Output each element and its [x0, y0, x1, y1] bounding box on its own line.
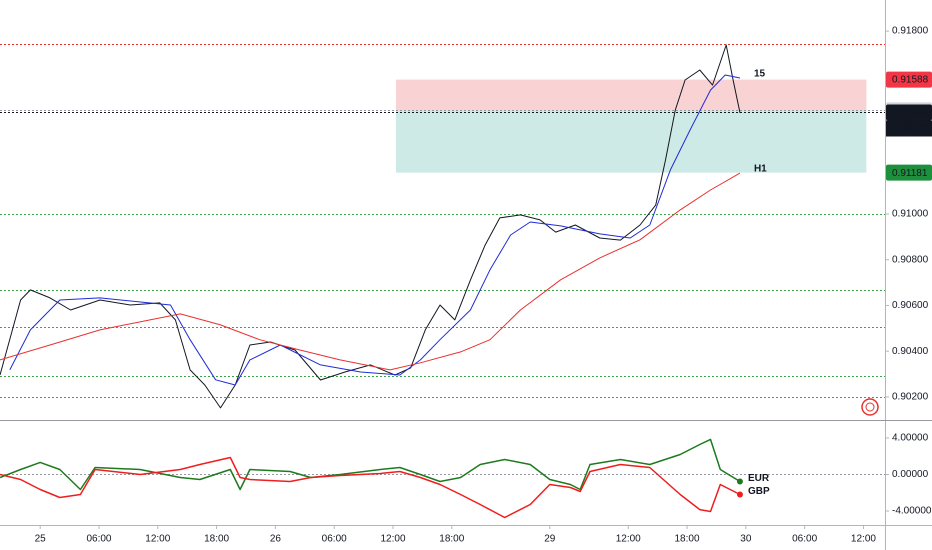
series-line: [0, 172, 741, 371]
series-line: [9, 74, 741, 386]
x-tick-label: 12:00: [616, 534, 641, 545]
series-line: [0, 44, 741, 409]
y-tick-label: 0.91000: [892, 209, 929, 220]
x-tick-label: 26: [270, 534, 282, 545]
countdown-box: [886, 120, 932, 137]
zone: [395, 79, 867, 111]
price-tag-label: 0.91588: [892, 75, 929, 86]
y-tick-label: 0.90600: [892, 300, 929, 311]
y-tick-label: 0.90400: [892, 346, 929, 357]
logo: [861, 398, 879, 416]
x-tick-label: 06:00: [86, 534, 111, 545]
x-tick-label: 06:00: [792, 534, 817, 545]
y-tick-label: -4.00000: [892, 506, 932, 517]
series-end-dot: [736, 478, 743, 485]
x-tick-label: 06:00: [322, 534, 347, 545]
price-tag-label: 0.91181: [892, 168, 928, 179]
y-tick-label: 4.00000: [892, 433, 929, 444]
series-label: EUR: [748, 473, 770, 484]
series-line: [0, 456, 741, 519]
x-tick-label: 30: [740, 534, 752, 545]
series-line: [0, 438, 741, 491]
x-tick-label: 12:00: [380, 534, 405, 545]
x-tick-label: 12:00: [851, 534, 876, 545]
zone: [395, 110, 867, 173]
y-tick-label: 0.91800: [892, 26, 929, 37]
price-tag: [886, 164, 932, 181]
y-tick-label: 0.00000: [892, 469, 929, 480]
series-label: 15: [754, 69, 766, 80]
countdown: 05:21: [904, 124, 929, 135]
series-label: GBP: [748, 486, 770, 497]
price-tag: [886, 104, 932, 121]
series-end-dot: [736, 491, 743, 498]
x-tick-label: 29: [544, 534, 556, 545]
x-tick-label: 12:00: [145, 534, 170, 545]
y-tick-label: 0.90800: [892, 254, 929, 265]
x-tick-label: 18:00: [675, 534, 700, 545]
x-tick-label: 18:00: [439, 534, 464, 545]
x-tick-label: 25: [35, 534, 47, 545]
y-tick-label: 0.90200: [892, 392, 929, 403]
series-label: H1: [754, 164, 767, 175]
price-tag: [886, 71, 932, 88]
price-tag-label: 0.91444: [892, 108, 929, 119]
x-tick-label: 18:00: [204, 534, 229, 545]
